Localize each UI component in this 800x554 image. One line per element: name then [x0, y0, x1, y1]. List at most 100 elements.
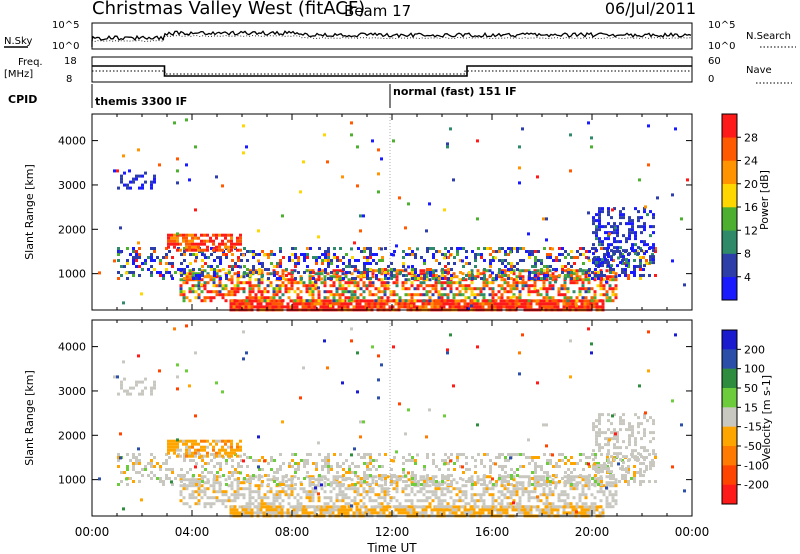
power-cell [260, 299, 264, 303]
power-cell [320, 269, 324, 273]
velocity-cell [587, 487, 591, 491]
power-cell [191, 245, 194, 249]
power-cell [315, 259, 318, 262]
velocity-cell [569, 502, 573, 506]
power-cell [587, 290, 591, 294]
power-cell [461, 293, 465, 297]
velocity-cell [360, 477, 363, 480]
power-cell [233, 272, 237, 276]
power-cell [239, 233, 242, 237]
velocity-cell [422, 499, 426, 503]
velocity-cell [200, 445, 203, 449]
power-cell [474, 259, 477, 262]
power-cell [468, 274, 471, 277]
power-cell [580, 302, 584, 306]
velocity-cell [216, 471, 219, 474]
power-cell [353, 241, 356, 245]
velocity-cell [260, 505, 264, 509]
power-cell [222, 268, 225, 271]
power-cell [200, 233, 203, 237]
power-cell [561, 271, 564, 274]
velocity-cell [221, 502, 225, 506]
velocity-cell [116, 375, 119, 379]
power-cell [489, 265, 492, 268]
velocity-cell [215, 381, 218, 385]
velocity-cell [203, 502, 207, 506]
power-cell [176, 248, 179, 252]
velocity-cell [584, 502, 588, 506]
power-cell [300, 253, 303, 256]
velocity-cell [459, 465, 462, 468]
power-cell [438, 250, 441, 253]
velocity-cell [580, 505, 584, 509]
power-cell [464, 287, 468, 291]
power-cell [356, 287, 360, 291]
velocity-cell [167, 439, 170, 443]
velocity-cell [552, 474, 555, 477]
velocity-cell [497, 496, 501, 500]
velocity-cell [652, 437, 655, 441]
power-cell [441, 274, 444, 277]
power-cell [113, 259, 116, 263]
power-cell [489, 247, 492, 250]
velocity-cell [494, 505, 498, 509]
power-cell [219, 262, 222, 265]
power-cell [498, 259, 501, 262]
power-cell [511, 302, 515, 306]
velocity-cell [627, 468, 630, 471]
power-cell [452, 296, 456, 300]
power-cell [520, 305, 524, 309]
power-cell [245, 145, 248, 149]
power-cell [167, 233, 170, 237]
power-cell [176, 169, 179, 173]
velocity-cell [417, 480, 420, 483]
velocity-cell [599, 490, 603, 494]
power-cell [614, 296, 618, 300]
power-cell [493, 302, 497, 306]
power-cell [619, 222, 622, 226]
power-cell [219, 259, 222, 262]
power-cell [575, 299, 579, 303]
power-cell [294, 277, 297, 280]
velocity-cell [147, 474, 150, 477]
velocity-cell [125, 477, 128, 481]
power-cell [346, 302, 350, 306]
velocity-cell [306, 453, 309, 456]
power-cell [654, 274, 657, 277]
power-cell [284, 278, 288, 282]
power-cell [616, 225, 619, 229]
velocity-cell [126, 389, 129, 393]
power-cell [307, 302, 311, 306]
power-cell [517, 302, 521, 306]
power-cell [368, 290, 372, 294]
velocity-cell [559, 505, 563, 509]
velocity-cell [536, 495, 539, 499]
power-cell [336, 265, 339, 268]
power-cell [597, 262, 600, 265]
power-cell [622, 249, 625, 253]
power-cell [200, 239, 203, 243]
velocity-cell [496, 508, 500, 512]
power-cell [227, 290, 231, 294]
velocity-cell [215, 481, 219, 485]
velocity-cell [498, 474, 501, 477]
velocity-cell [296, 499, 300, 503]
power-cell [218, 275, 222, 279]
power-cell [503, 287, 507, 291]
power-cell [137, 241, 140, 245]
velocity-cell [294, 483, 297, 486]
velocity-cell [309, 483, 312, 486]
velocity-cell [622, 455, 625, 459]
velocity-cell [441, 459, 444, 462]
frequency-label-line1: Freq. [18, 57, 43, 68]
power-cell [561, 247, 564, 250]
velocity-cell [183, 483, 186, 486]
velocity-cell [191, 451, 194, 455]
velocity-cell [426, 474, 429, 477]
velocity-cell [194, 465, 197, 469]
velocity-cell [367, 508, 371, 512]
velocity-cell [224, 505, 228, 509]
power-cell [479, 293, 483, 297]
velocity-cell [317, 496, 321, 500]
power-cell [424, 299, 428, 303]
